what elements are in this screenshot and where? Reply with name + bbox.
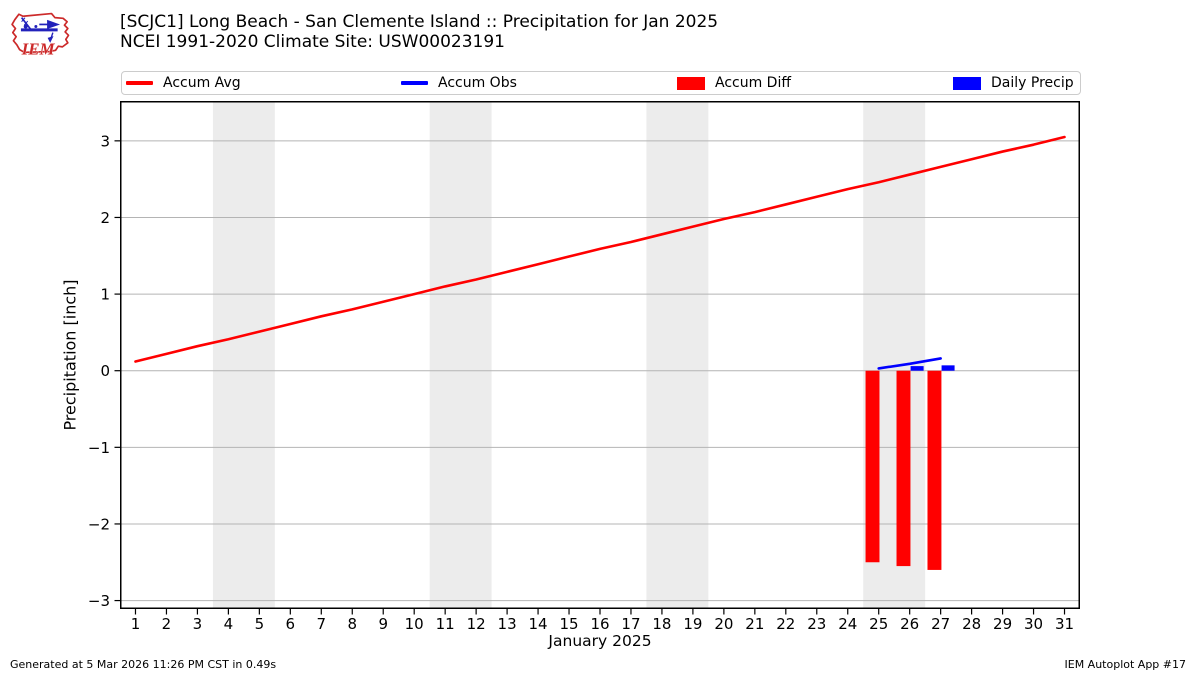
weekend-band xyxy=(646,101,709,609)
x-tick-label: 27 xyxy=(931,615,950,633)
legend-swatch-patch xyxy=(953,76,981,90)
weekend-band xyxy=(429,101,492,609)
accum-diff-bar xyxy=(896,370,911,567)
x-axis-label: January 2025 xyxy=(548,632,652,650)
legend: Accum Avg Accum Obs Accum Diff Daily Precip xyxy=(121,71,1081,95)
y-axis-label: Precipitation [inch] xyxy=(60,279,80,431)
y-tick-label: 0 xyxy=(100,362,110,380)
y-tick-label: −3 xyxy=(88,592,110,610)
y-tick-label: 2 xyxy=(100,209,110,227)
x-tick-label: 25 xyxy=(869,615,888,633)
legend-swatch-line xyxy=(401,81,428,85)
x-tick-label: 1 xyxy=(131,615,141,633)
x-tick-label: 31 xyxy=(1055,615,1074,633)
x-tick-label: 16 xyxy=(590,615,609,633)
x-tick-label: 15 xyxy=(559,615,578,633)
chart-title: [SCJC1] Long Beach - San Clemente Island… xyxy=(120,12,719,32)
y-tick-label: −1 xyxy=(88,439,110,457)
x-tick-label: 30 xyxy=(1024,615,1043,633)
x-tick-label: 13 xyxy=(498,615,517,633)
x-tick-label: 26 xyxy=(900,615,919,633)
x-tick-label: 22 xyxy=(776,615,795,633)
plot-area: 1 2 3 4 5 6 7 8 9 10 11 12 13 14 15 16 17 18 19 20 21 22 23 24 2… xyxy=(88,101,1080,633)
legend-swatch-line xyxy=(126,81,153,85)
legend-item: Accum Avg xyxy=(126,72,241,94)
footer-generated-text: Generated at 5 Mar 2026 11:26 PM CST in … xyxy=(10,658,277,671)
x-tick-label: 23 xyxy=(807,615,826,633)
daily-precip-bar xyxy=(910,366,924,371)
x-tick-label: 10 xyxy=(405,615,424,633)
legend-label: Daily Precip xyxy=(991,75,1074,91)
legend-item: Accum Obs xyxy=(401,72,517,94)
x-tick-label: 21 xyxy=(745,615,764,633)
x-tick-label: 20 xyxy=(714,615,733,633)
footer-app-text: IEM Autoplot App #17 xyxy=(1064,658,1187,671)
x-tick-label: 7 xyxy=(317,615,327,633)
weekend-band xyxy=(212,101,275,609)
accum-obs-line xyxy=(877,357,942,370)
accum-avg-line xyxy=(134,135,1066,363)
x-tick-label: 18 xyxy=(652,615,671,633)
legend-item: Daily Precip xyxy=(953,72,1074,94)
accum-diff-bar xyxy=(927,370,942,570)
x-tick-label: 12 xyxy=(467,615,486,633)
x-tick-label: 29 xyxy=(993,615,1012,633)
x-tick-label: 5 xyxy=(255,615,265,633)
y-tick-label: 3 xyxy=(100,132,110,150)
x-tick-label: 6 xyxy=(286,615,296,633)
weather-vane-icon xyxy=(20,17,61,43)
x-tick-label: 24 xyxy=(838,615,857,633)
daily-precip-bar xyxy=(941,365,955,371)
legend-label: Accum Obs xyxy=(438,75,517,91)
x-tick-label: 9 xyxy=(378,615,388,633)
legend-swatch-patch xyxy=(677,76,705,90)
accum-diff-bar xyxy=(865,370,880,563)
legend-item: Accum Diff xyxy=(677,72,791,94)
x-tick-label: 3 xyxy=(193,615,203,633)
x-tick-label: 11 xyxy=(436,615,455,633)
y-tick-label: 1 xyxy=(100,286,110,304)
chart-subtitle: NCEI 1991-2020 Climate Site: USW00023191 xyxy=(120,32,505,52)
x-tick-label: 4 xyxy=(224,615,234,633)
iem-logo: IEM xyxy=(11,12,70,59)
x-tick-label: 28 xyxy=(962,615,981,633)
x-tick-label: 14 xyxy=(529,615,548,633)
plot-border xyxy=(120,101,1080,609)
x-tick-label: 2 xyxy=(162,615,172,633)
x-tick-label: 17 xyxy=(621,615,640,633)
x-tick-label: 8 xyxy=(347,615,357,633)
x-tick-label: 19 xyxy=(683,615,702,633)
legend-label: Accum Avg xyxy=(163,75,241,91)
iem-logo-text: IEM xyxy=(21,39,56,58)
legend-label: Accum Diff xyxy=(715,75,792,91)
y-tick-label: −2 xyxy=(88,515,110,533)
title-block: [SCJC1] Long Beach - San Clemente Island… xyxy=(120,12,718,52)
